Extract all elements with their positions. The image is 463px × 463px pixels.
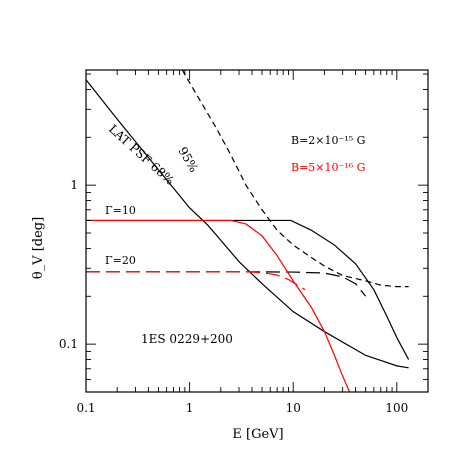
- x-tick-label: 0.1: [76, 401, 95, 415]
- y-axis-label: θ_V [deg]: [31, 217, 46, 279]
- series-line-6: [86, 271, 306, 291]
- annotation-psf-95: 95%: [175, 145, 200, 175]
- series-line-3: [86, 219, 410, 360]
- series-line-4: [86, 271, 367, 297]
- annotation-psf-68: LAT PSF 68%: [106, 122, 177, 188]
- axes-layer: 0.1 1 10 100 0.1 1: [59, 69, 429, 415]
- plot-frame: [85, 69, 429, 393]
- y-tick-label: 1: [70, 178, 78, 192]
- legend-entry-1: B=2×10⁻¹⁵ G: [291, 134, 365, 147]
- x-tick-label: 10: [286, 401, 301, 415]
- series-layer: [86, 70, 410, 392]
- x-tick-label: 100: [385, 401, 408, 415]
- y-tick-label: 0.1: [59, 337, 78, 351]
- legend-entry-2: B=5×10⁻¹⁶ G: [291, 161, 365, 174]
- series-line-5: [86, 219, 351, 392]
- series-line-2: [181, 70, 409, 288]
- series-line-1: [86, 79, 409, 369]
- annotation-gamma-10: Γ=10: [105, 204, 136, 217]
- x-axis-label: E [GeV]: [232, 427, 283, 442]
- x-tick-label: 1: [186, 401, 194, 415]
- annotation-gamma-20: Γ=20: [105, 254, 136, 267]
- annotation-source: 1ES 0229+200: [141, 332, 233, 346]
